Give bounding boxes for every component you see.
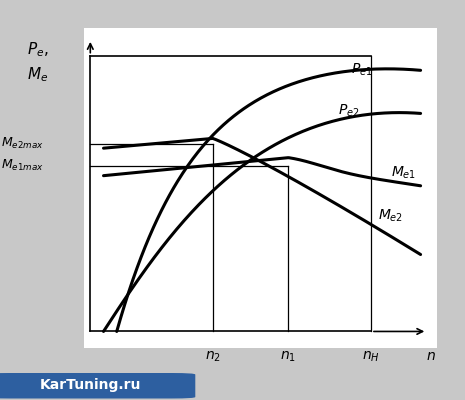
Text: $M_{e1max}$: $M_{e1max}$: [1, 158, 44, 174]
Text: $n_H$: $n_H$: [362, 349, 380, 364]
Text: $M_{e1}$: $M_{e1}$: [391, 165, 416, 181]
Text: $M_e$: $M_e$: [27, 66, 48, 84]
Text: $n_2$: $n_2$: [205, 349, 220, 364]
Text: KarTuning.ru: KarTuning.ru: [40, 378, 141, 392]
Text: $M_{e2}$: $M_{e2}$: [378, 207, 403, 224]
Text: $P_{e1}$: $P_{e1}$: [351, 61, 373, 78]
Text: $M_{e2max}$: $M_{e2max}$: [1, 136, 44, 152]
Text: $n_1$: $n_1$: [280, 349, 297, 364]
Text: $P_{e2}$: $P_{e2}$: [338, 102, 359, 119]
FancyBboxPatch shape: [0, 373, 195, 398]
Text: $P_e,$: $P_e,$: [27, 41, 48, 60]
Text: $n$: $n$: [425, 349, 435, 363]
